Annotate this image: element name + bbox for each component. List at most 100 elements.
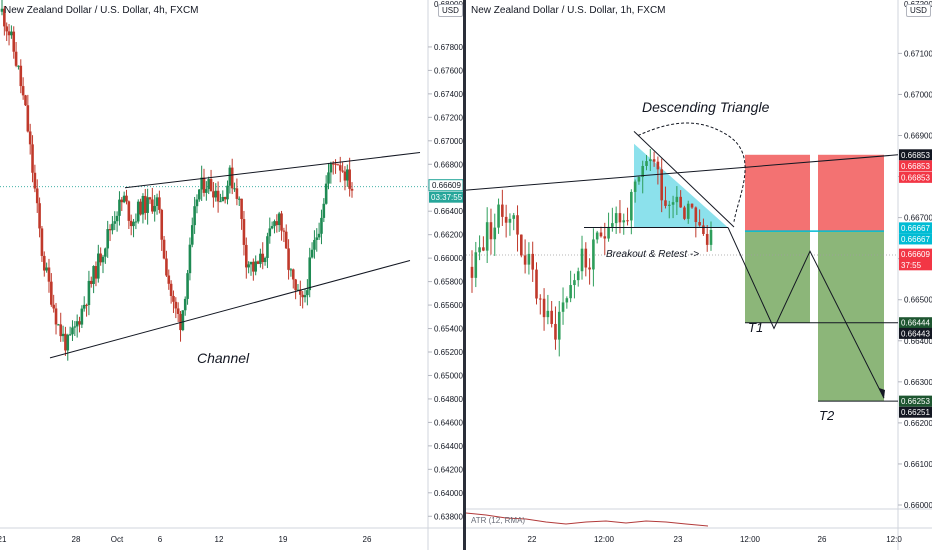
candle: [329, 163, 333, 173]
price-tag-label: 0.66251: [901, 408, 930, 417]
candle: [141, 195, 145, 215]
candle: [136, 201, 140, 222]
candle: [350, 188, 354, 191]
candle: [221, 196, 225, 202]
price-tick-label: 0.65000: [434, 371, 463, 380]
candle: [296, 289, 300, 291]
candle: [73, 326, 77, 328]
candle: [21, 86, 25, 96]
last-price-label: 0.66609: [432, 181, 461, 190]
candle: [0, 8, 4, 12]
price-tick-label: 0.66000: [434, 254, 463, 263]
candle: [630, 191, 633, 221]
price-tick-label: 0.64000: [434, 489, 463, 498]
price-tick-label: 0.64200: [434, 465, 463, 474]
candle: [12, 31, 16, 52]
candle: [247, 264, 250, 268]
price-tick-label: 0.67400: [434, 90, 463, 99]
candle: [45, 267, 48, 271]
candle: [129, 220, 133, 227]
candle: [24, 95, 27, 106]
candle: [268, 228, 272, 237]
time-tick-label: 6: [158, 535, 163, 544]
candle: [478, 247, 481, 253]
price-tag-box: [899, 406, 932, 418]
candle: [599, 232, 603, 237]
candle: [497, 204, 500, 228]
candle: [205, 189, 208, 193]
candle: [19, 65, 23, 87]
candle: [284, 231, 288, 249]
price-tag-label: 0.66609: [901, 250, 930, 259]
candle: [489, 222, 493, 240]
candle: [652, 159, 656, 162]
candle: [214, 190, 218, 198]
candle: [315, 237, 319, 240]
candle: [47, 267, 51, 282]
right-chart-panel[interactable]: 0.671000.670000.669000.668000.667000.666…: [466, 0, 932, 550]
projected-path: [727, 227, 885, 399]
price-tag-label: 0.66253: [901, 397, 930, 406]
candle: [686, 203, 690, 219]
candle: [99, 253, 102, 263]
left-currency-button[interactable]: USD: [438, 4, 463, 17]
candle: [28, 131, 32, 145]
candle: [294, 279, 297, 291]
candle: [622, 220, 626, 223]
price-tick-label: 0.66200: [904, 419, 932, 428]
candle: [106, 229, 110, 249]
candle: [97, 253, 100, 279]
candle: [226, 185, 229, 200]
candle: [667, 204, 671, 206]
price-tick-label: 0.67000: [434, 137, 463, 146]
countdown-label: 03:37:55: [431, 193, 463, 202]
candle: [212, 191, 215, 198]
candle: [216, 190, 220, 202]
candle: [289, 269, 293, 271]
candle: [313, 239, 316, 250]
right-currency-button[interactable]: USD: [906, 4, 931, 17]
candle: [485, 222, 489, 251]
candle: [64, 333, 67, 351]
candle: [324, 183, 328, 204]
candle: [320, 217, 323, 234]
candle: [550, 310, 553, 324]
candle: [5, 26, 8, 32]
price-tick-label: 0.66100: [904, 460, 932, 469]
candle: [270, 226, 274, 229]
candle: [306, 290, 309, 296]
candle: [158, 197, 161, 210]
candle: [198, 189, 201, 200]
price-tag-label: 0.66667: [901, 224, 930, 233]
resistance-trendline: [466, 154, 899, 191]
left-chart-canvas[interactable]: 0.67800 0.67600 0.67400 0.67200 0.67000 0.668…: [0, 0, 463, 550]
price-tick-label: 0.66200: [434, 231, 463, 240]
candle: [554, 323, 557, 340]
price-tag-box: [899, 327, 932, 339]
candle: [153, 205, 156, 212]
candle: [132, 221, 135, 227]
time-tick-label: 19: [279, 535, 288, 544]
candle: [195, 199, 199, 207]
panel-divider[interactable]: [463, 0, 466, 550]
stop-zone-1: [745, 154, 810, 232]
right-chart-canvas[interactable]: 0.671000.670000.669000.668000.667000.666…: [466, 0, 932, 550]
candle: [104, 248, 107, 257]
candle: [200, 177, 203, 190]
candle: [35, 188, 39, 204]
candle: [580, 248, 584, 272]
candle: [273, 221, 276, 227]
time-tick-label: 12: [215, 535, 224, 544]
time-tick-label: Oct: [111, 535, 124, 544]
candle: [504, 216, 508, 223]
price-tick-label: 0.66000: [904, 501, 932, 510]
price-tag-box: [899, 149, 932, 161]
candle: [266, 236, 269, 258]
candle: [54, 308, 58, 325]
candle: [10, 31, 13, 36]
candle: [52, 304, 55, 309]
left-chart-panel[interactable]: 0.67800 0.67600 0.67400 0.67200 0.67000 0.668…: [0, 0, 463, 550]
candle: [254, 261, 257, 272]
candle: [474, 252, 478, 278]
candle: [92, 266, 95, 284]
